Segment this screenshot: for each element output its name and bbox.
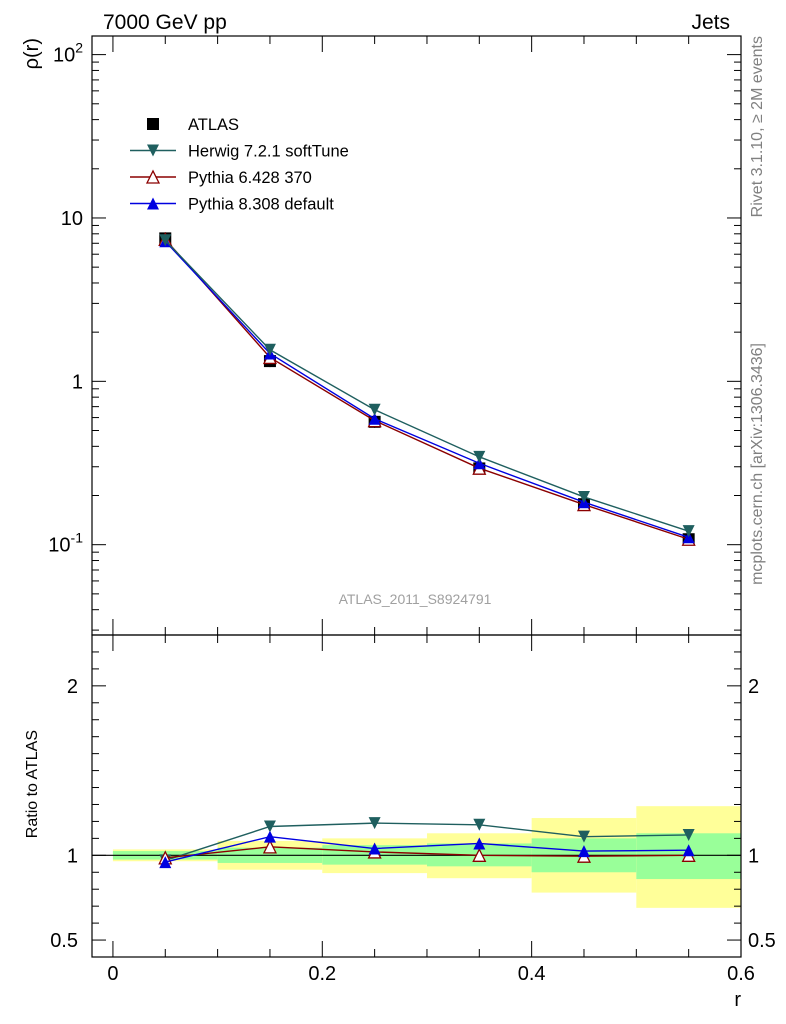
header-left: 7000 GeV pp — [103, 11, 227, 34]
main-point — [577, 490, 590, 503]
ratio-point — [577, 845, 590, 858]
main-line-pythia-8-308-default — [164, 240, 689, 538]
ratio-ylabel: Ratio to ATLAS — [24, 730, 41, 838]
main-ytick-label: 10-1 — [48, 530, 83, 557]
legend-marker — [145, 169, 161, 184]
main-ytick-label: 1 — [72, 371, 83, 393]
main-ytick-label: 10 — [61, 208, 83, 230]
ratio-point — [262, 839, 278, 854]
main-line-pythia-6-428-370 — [164, 238, 689, 540]
ratio-point — [368, 817, 381, 830]
ratio-axes: 0.5 0.5 1 1 2 2 0 0.2 0.4 0.6 — [50, 634, 776, 985]
legend-label: Pythia 8.308 default — [188, 196, 334, 214]
ratio-ytick-label: 2 — [67, 676, 78, 698]
ratio-series-group — [158, 817, 696, 869]
main-ylabel: ρ(r) — [21, 38, 43, 69]
ratio-ytick-label-right: 1 — [748, 845, 759, 867]
main-point — [682, 531, 695, 544]
side-label-top: Rivet 3.1.10, ≥ 2M events — [749, 36, 766, 217]
ratio-point — [368, 842, 381, 855]
main-point — [473, 450, 486, 463]
ratio-frame — [91, 634, 742, 958]
ratio-point — [263, 820, 276, 833]
xtick-label: 0.4 — [518, 963, 546, 985]
ratio-bands — [92, 806, 741, 908]
legend-marker — [147, 144, 159, 157]
xtick-label: 0 — [107, 963, 118, 985]
xtick-label: 0.2 — [308, 963, 336, 985]
side-label-bottom: mcplots.cern.ch [arXiv:1306.3436] — [749, 343, 766, 585]
main-line-herwig-7-2-1-softtune — [164, 239, 689, 532]
ratio-point — [472, 847, 487, 862]
ratio-point — [473, 837, 486, 850]
legend-label: Herwig 7.2.1 softTune — [188, 143, 349, 161]
main-series-group — [158, 231, 696, 546]
main-point — [159, 234, 172, 247]
main-point — [682, 525, 695, 538]
ratio-line-pythia-8-308-default — [165, 835, 689, 863]
xtick-label: 0.6 — [727, 963, 755, 985]
ratio-point — [682, 828, 695, 841]
legend-label: Pythia 6.428 370 — [188, 169, 312, 187]
legend-label: ATLAS — [188, 116, 239, 134]
ratio-point — [577, 830, 590, 843]
legend-marker — [147, 197, 159, 210]
ratio-line-herwig-7-2-1-softtune — [165, 822, 689, 862]
ratio-ytick-label: 1 — [67, 845, 78, 867]
ratio-point — [473, 818, 486, 831]
ratio-ytick-label-right: 2 — [748, 676, 759, 698]
main-point — [473, 457, 486, 470]
legend: ATLAS Herwig 7.2.1 softTune Pythia 6.428 3… — [130, 116, 349, 214]
xlabel: r — [734, 989, 741, 1011]
main-point — [263, 343, 276, 356]
ratio-line-pythia-6-428-370 — [165, 846, 689, 859]
analysis-label: ATLAS_2011_S8924791 — [339, 591, 492, 607]
legend-marker — [147, 118, 159, 130]
ratio-ytick-label-right: 0.5 — [748, 930, 776, 952]
ratio-point — [263, 830, 276, 843]
main-point — [368, 403, 381, 416]
header-right: Jets — [691, 11, 730, 34]
main-point — [368, 412, 381, 425]
ratio-point — [159, 856, 172, 869]
ratio-ytick-label: 0.5 — [50, 930, 78, 952]
main-ytick-label: 102 — [53, 40, 83, 67]
ratio-point — [682, 844, 695, 857]
